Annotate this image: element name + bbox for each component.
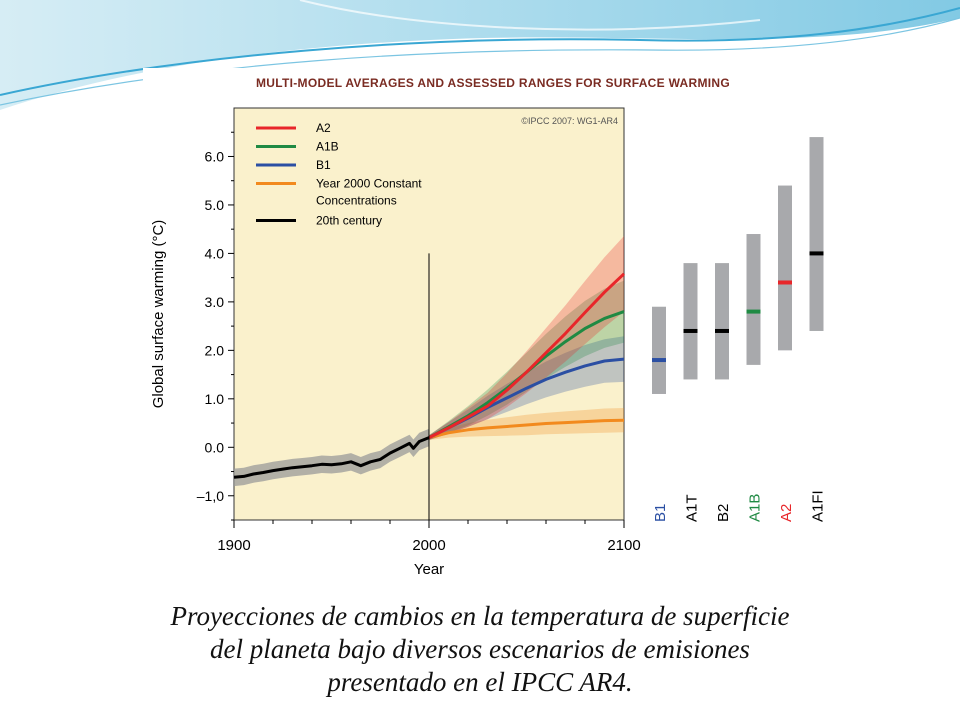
legend-label-century20: 20th century [316, 214, 382, 228]
y-tick-label: 3.0 [205, 294, 225, 310]
range-bar-A2 [778, 185, 792, 351]
y-tick-label: 2.0 [205, 342, 225, 358]
y-tick-label: 0.0 [205, 439, 225, 455]
range-bar-label-A1T: A1T [684, 494, 701, 522]
legend-label-constant: Year 2000 Constant Concentrations [316, 177, 422, 208]
best-estimate-A1FI [809, 251, 824, 256]
range-bar-A1T [683, 263, 698, 380]
range-bar-A1B [746, 234, 761, 365]
y-tick-label: 6.0 [205, 148, 225, 164]
caption-line-2: del planeta bajo diversos escenarios de … [210, 634, 750, 664]
band-century20 [234, 428, 429, 487]
range-bar-label-A1FI: A1FI [810, 490, 827, 522]
x-tick-label: 2000 [412, 537, 445, 554]
best-estimate-A1T [683, 328, 698, 333]
caption-line-1: Proyecciones de cambios en la temperatur… [170, 601, 790, 631]
range-bar-A1FI [809, 137, 824, 331]
y-tick-label: 4.0 [205, 245, 225, 261]
best-estimate-B1 [652, 358, 666, 363]
range-bar-B2 [715, 263, 729, 380]
y-axis-label: Global surface warming (°C) [150, 220, 167, 409]
chart-title: MULTI-MODEL AVERAGES AND ASSESSED RANGES… [255, 76, 731, 90]
copyright-text: ©IPCC 2007: WG1-AR4 [521, 116, 618, 126]
band-A1B [429, 280, 624, 440]
range-bar-label-B1: B1 [652, 504, 669, 522]
legend-label-A2: A2 [316, 121, 331, 135]
series-line-A2 [428, 272, 626, 439]
legend-label-line: Year 2000 Constant [316, 177, 422, 191]
chart-svg: ©IPCC 2007: WG1-AR4 –1,0 0.0 1.0 2.0 3.0 4.0 5.… [150, 107, 827, 578]
x-tick-label: 1900 [217, 537, 250, 554]
legend-label-B1: B1 [316, 158, 331, 172]
y-tick-label: 1.0 [205, 391, 225, 407]
x-axis-label: Year [414, 561, 444, 578]
best-estimate-A2 [778, 280, 792, 285]
y-tick-label: 5.0 [205, 197, 225, 213]
series-line-century20 [233, 436, 430, 479]
range-bar-label-B2: B2 [715, 504, 732, 522]
range-bar-label-A2: A2 [778, 504, 795, 522]
x-tick-label: 2100 [607, 537, 640, 554]
range-bar-B1 [652, 306, 666, 394]
range-bar-label-A1B: A1B [747, 494, 764, 522]
best-estimate-B2 [715, 328, 729, 333]
legend-label-A1B: A1B [316, 140, 339, 154]
ipcc-figure: MULTI-MODEL AVERAGES AND ASSESSED RANGES… [143, 68, 833, 586]
caption-line-3: presentado en el IPCC AR4. [327, 667, 633, 697]
series-line-constant [428, 418, 625, 440]
y-tick-label: –1,0 [197, 488, 224, 504]
legend-label-line: Concentrations [316, 194, 397, 208]
band-A2 [429, 236, 624, 440]
best-estimate-A1B [746, 309, 761, 314]
slide-caption: Proyecciones de cambios en la temperatur… [60, 600, 900, 699]
